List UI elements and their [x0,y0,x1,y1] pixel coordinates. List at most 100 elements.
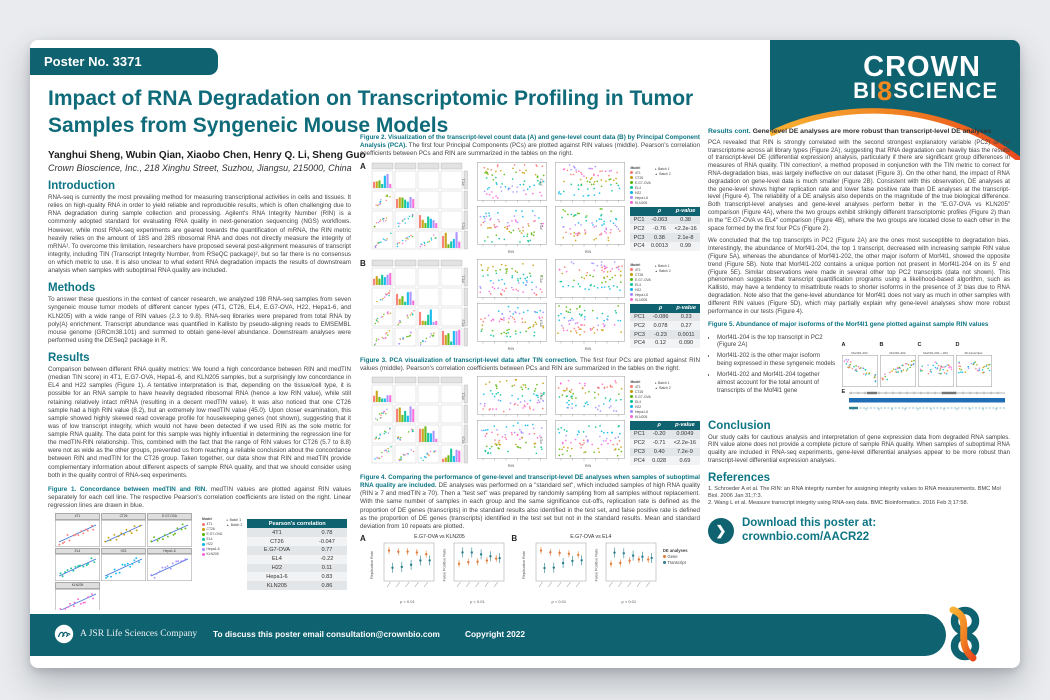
legend-item: EL4 [630,283,650,287]
legend-item: ● Batch 1 [654,380,670,385]
figure4a-panel: E.G7-OVA vs KLN205 Replication Rate p < 0… [370,534,509,604]
list-item: Morf4l1-204 is the top transcript in PC2… [717,334,837,350]
figure1-panels: 4T1 CT26 E.G7-OVA EL4 H22 Hepa1-6 KLN205 [55,513,197,610]
legend-item: ▲ Batch 2 [654,385,671,390]
jsr-company: A JSR Life Sciences Company [54,624,197,644]
download-text: Download this poster at: crownbio.com/AA… [742,516,877,543]
figure5-panels: A Morf4l1-204 B Morf4l1-202 C Morf4l1-202 +… [841,333,1010,413]
list-item: Morf4l1-202 is the other major isoform b… [717,352,837,368]
crown-emblem-icon [949,606,980,662]
figure3-caption: Figure 3. PCA visualization of transcrip… [360,357,700,373]
legend-item: Hepa1-6 [630,410,650,414]
figure3-correlation-table: ρ p-value PC1 -0.20 0.0049 PC2 -0.71 <2.2e-16 PC… [630,420,700,466]
pc3-vs-rin-scatter [477,302,548,345]
legend-item: EL4 [630,400,650,404]
table-row: PC4 0.028 0.69 [630,456,700,466]
table-row: PC1 -0.20 0.0049 [630,430,700,439]
results-cont-para1: PCA revealed that RIN is strongly correl… [708,138,1010,232]
introduction-text: RNA-seq is currently the most prevailing… [48,194,351,275]
legend-item: E.G7-OVA [630,181,651,185]
legend-item: 4T1 [630,385,650,389]
figure1-caption-rest: medTIN values are plotted against RIN va… [48,485,351,510]
references-heading: References [708,471,771,484]
header-corner-graphic [770,40,1020,160]
fig1-panel: 4T1 [55,513,100,547]
legend-item: KLN205 [630,298,650,302]
table-row: PC1 -0.063 0.38 [630,215,700,225]
results-cont-heading: Results cont. Gene-level DE analyses are… [708,128,992,135]
poster-title: Impact of RNA Degradation on Transcripto… [48,86,693,140]
transcript-series-swatch [662,561,666,565]
pc1-vs-rin-scatter [477,161,548,204]
figure4-caption-bold: Figure 4. Comparing the performance of g… [360,473,700,490]
replication-rate-plot [527,541,590,592]
references-list: 1. Schroeder A et al. The RIN: an RNA in… [708,486,1010,508]
morf4l1-combined-scatter [917,354,954,387]
table-row: PC4 0.12 0.090 [630,339,700,348]
figure5-bullets: Morf4l1-204 is the top transcript in PC2… [708,334,837,412]
pc3-vs-rin-scatter [477,205,548,248]
footer-contact: To discuss this poster email consultatio… [213,629,440,639]
table-row: PC3 -0.23 0.0011 [630,330,700,340]
legend-item: H22 [630,405,650,409]
jsr-company-label: A JSR Life Sciences Company [80,629,198,639]
poster-number: Poster No. 3371 [30,48,218,75]
legend-item: CT26 [630,273,650,277]
table-row: PC4 0.0013 0.99 [630,242,700,251]
legend-item: ▲ Batch 2 [654,268,671,273]
results-cont-para2: We concluded that the top transcripts in… [708,237,1010,315]
figure1-legend: Model 4T1 CT26 E.G7-OVA EL4 H22 Hepa1-6 KLN205 ●… [202,517,243,557]
legend-item: EL4 [630,186,650,190]
figure4-caption-rest: DE analyses was performed on a "standard… [360,482,700,530]
figure4-plots: A E.G7-OVA vs KLN205 Replication Rate p <… [360,534,700,604]
legend-item: CT26 [202,527,222,531]
gene-series-swatch [662,555,666,559]
panel-b-label: B [360,258,366,268]
table-row: 4T1 0.78 [247,528,348,538]
right-column: Results cont. Gene-level DE analyses are… [708,128,1010,610]
table-row: H22 0.11 [247,563,348,573]
figure3-panel: PC1 PC2 PC3 PC4 RIN RIN Model 4T1 CT26 E.G7-… [360,375,700,468]
figure2-panel-b: B PC1 PC2 PC3 PC4 RIN RIN Model 4T1 CT26 E.G… [360,258,700,351]
figure3-pairs-matrix [370,375,469,468]
crown-bioscience-logo: CROWN BI8SCIENCE [853,53,998,104]
figure2b-legend: Model 4T1 CT26 E.G7-OVA EL4 H22 Hepa1-6 KLN205 ●… [630,262,671,302]
figure4-caption: Figure 4. Comparing the performance of g… [360,474,700,531]
legend-item: 4T1 [630,268,650,272]
figure2a-legend: Model 4T1 CT26 E.G7-OVA EL4 H22 Hepa1-6 KLN205 ●… [630,165,671,205]
legend-item: H22 [630,191,650,195]
legend-item: H22 [202,542,222,546]
figure3-legend: Model 4T1 CT26 E.G7-OVA EL4 H22 Hepa1-6 KLN205 ●… [630,379,671,419]
pearson-correlation-table: Pearson's correlation 4T1 0.78 CT26 -0.047 E.… [247,519,348,590]
pc4-vs-rin-scatter [555,419,626,462]
figure2a-correlation-table: ρ p-value PC1 -0.063 0.38 PC2 -0.76 <2.2e-16 PC3… [630,206,700,251]
figure2-caption-rest: The first four Principal Components (PCs… [360,142,700,158]
legend-item: Hepa1-6 [630,293,650,297]
legend-item: 4T1 [630,171,650,175]
figure2b-correlation-table: ρ p-value PC1 -0.086 0.23 PC2 0.078 0.27 PC3 -0.2… [630,303,700,348]
figure1-caption: Figure 1. Concordance between medTIN and… [48,486,351,511]
panel-a-label: A [360,161,366,171]
figure3-caption-rest: The first four PCs are plotted against R… [360,356,700,372]
all-transcripts-scatter [955,354,992,387]
figure4-legend: DE analyses Gene Transcript [662,548,688,566]
jsr-logo-icon [54,624,74,644]
poster: CROWN BI8SCIENCE Poster No. 3371 Impact … [30,40,1020,668]
fig1-panel: Hepa1-6 [147,547,192,582]
figure4b-label: B [511,534,518,544]
logo-science: SCIENCE [893,77,998,103]
table-row: PC3 0.40 7.2e-9 [630,447,700,457]
figure5-caption-bold: Figure 5. Abundance of major isoforms of… [708,321,989,329]
download-chevron-icon: ❯ [708,517,734,544]
legend-item: KLN205 [630,201,650,205]
figure4a-label: A [360,534,366,544]
table-row: PC1 -0.086 0.23 [630,312,700,322]
legend-item: EL4 [202,537,222,541]
table-row: PC2 -0.76 <2.2e-16 [630,224,700,234]
poster-title-line1: Impact of RNA Degradation on Transcripto… [48,87,694,110]
figure4b-title: E.G7-OVA vs EL4 [570,534,612,541]
fig1-panel: E.G7-OVA [147,513,192,547]
figure1-plot-area: medTIN 4T1CT26E.G7-OVAEL4H22Hepa1-6KLN20… [48,513,197,610]
table-row: PC2 0.078 0.27 [630,321,700,331]
results-heading: Results [48,352,90,364]
